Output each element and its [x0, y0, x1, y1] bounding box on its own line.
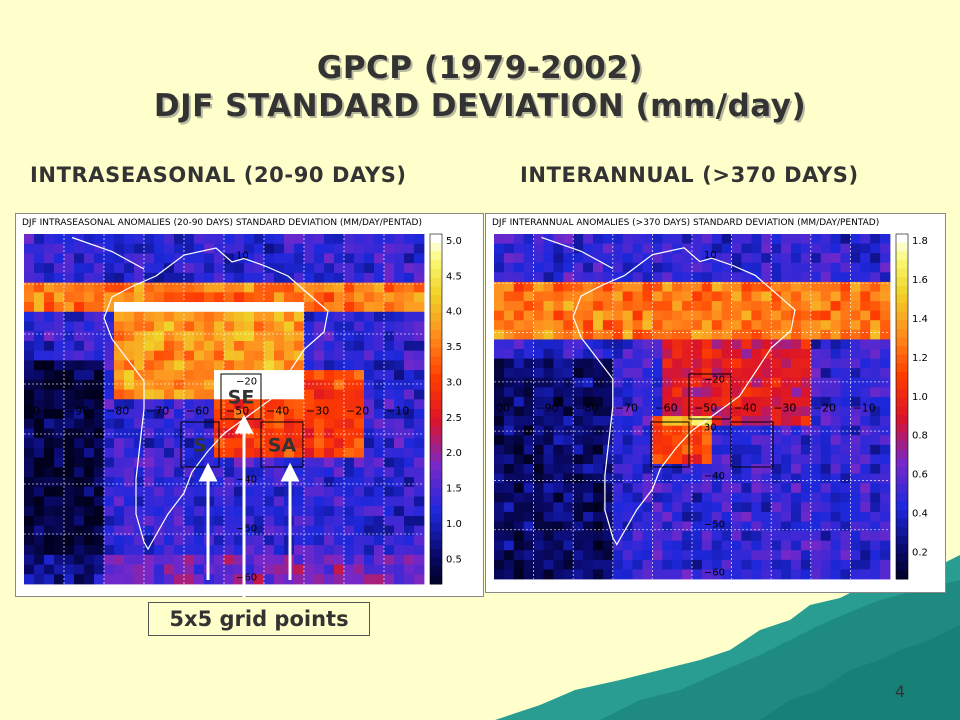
right-lat-label: −50: [704, 519, 725, 530]
right-lat-labels: 10 −20 30 −40 −50 −60: [704, 250, 725, 578]
right-lon-label: −30: [773, 402, 796, 415]
left-colorbar-tick: 5.0: [446, 236, 462, 247]
intraseasonal-map: 00 −90 −80 −70 −60 −50 −40 −30 −20 −10 10 −20 30 −40 −…: [24, 233, 462, 585]
left-colorbar: 5.0 4.5 4.0 3.5 3.0 2.5 2.0 1.5 1.0 0.5: [429, 233, 462, 585]
left-colorbar-tick: 4.5: [446, 271, 462, 282]
right-colorbar-tick: 0.2: [912, 548, 928, 559]
right-lon-label: −80: [575, 402, 598, 415]
left-coastline: [103, 247, 329, 551]
right-lat-label: −40: [704, 471, 725, 482]
left-lon-label: −90: [66, 404, 89, 417]
left-lon-label: −10: [386, 404, 409, 417]
right-lon-label: −10: [852, 402, 875, 415]
title-line-2: DJF STANDARD DEVIATION (mm/day): [153, 88, 807, 124]
right-lat-label: −20: [704, 374, 725, 385]
left-colorbar-tick: 2.0: [446, 448, 462, 459]
region-label: SA: [268, 435, 297, 457]
right-lon-label: −50: [694, 402, 717, 415]
region-label: SE: [228, 387, 255, 409]
page-number: 4: [894, 682, 905, 701]
right-heatmap-cells: [494, 234, 891, 580]
left-heatmap-cells: [24, 234, 425, 585]
grid-points-label: 5x5 grid points: [148, 602, 370, 636]
left-lat-label: −20: [236, 377, 257, 388]
right-colorbar-tick: 1.4: [912, 314, 928, 325]
left-lon-label: −80: [106, 404, 129, 417]
right-lon-label: −40: [734, 402, 757, 415]
right-central-america-coast: [541, 236, 614, 270]
right-lon-label: −20: [813, 402, 836, 415]
right-colorbar-tick: 0.6: [912, 470, 928, 481]
left-colorbar-tick: 2.5: [446, 413, 462, 424]
left-lat-label: −60: [236, 573, 257, 584]
title-line-1: GPCP (1979-2002): [316, 50, 644, 86]
right-map-header: DJF INTERANNUAL ANOMALIES (>370 DAYS) ST…: [492, 218, 880, 228]
left-lon-labels: 00 −90 −80 −70 −60 −50 −40 −30 −20 −10: [26, 404, 409, 417]
right-lon-labels: 00 −90 −80 −70 −60 −50 −40 −30 −20 −10: [496, 402, 876, 415]
right-lon-label: −70: [615, 402, 638, 415]
interannual-map: 00 −90 −80 −70 −60 −50 −40 −30 −20 −10 10 −20 30 −40 −…: [494, 233, 928, 580]
left-lat-label: −50: [236, 524, 257, 535]
right-colorbar-tick: 1.6: [912, 275, 928, 286]
right-colorbar-tick: 1.8: [912, 236, 928, 247]
left-lat-label: −40: [236, 475, 257, 486]
left-lat-label: 30: [236, 426, 249, 437]
right-coastline: [572, 247, 796, 546]
right-colorbar-tick: 0.8: [912, 431, 928, 442]
left-lon-label: −40: [266, 404, 289, 417]
right-lon-label: 00: [496, 402, 510, 415]
interannual-map-panel: 00 −90 −80 −70 −60 −50 −40 −30 −20 −10 10 −20 30 −40 −…: [485, 213, 946, 593]
right-region-boxes: [650, 373, 774, 468]
right-lat-label: 30: [704, 423, 717, 434]
right-colorbar-tick: 1.0: [912, 392, 928, 403]
right-subtitle: INTERANNUAL (>370 DAYS): [520, 163, 859, 187]
left-colorbar-tick: 4.0: [446, 307, 462, 318]
right-colorbar-tick: 0.4: [912, 509, 928, 520]
right-lon-label: −90: [536, 402, 559, 415]
left-colorbar-tick: 1.0: [446, 519, 462, 530]
left-colorbar-tick: 3.0: [446, 377, 462, 388]
right-grid-lines: [494, 234, 890, 579]
right-lon-label: −60: [654, 402, 677, 415]
left-colorbar-tick: 0.5: [446, 554, 462, 565]
left-lon-label: −20: [346, 404, 369, 417]
left-colorbar-tick: 1.5: [446, 484, 462, 495]
left-lon-label: −60: [186, 404, 209, 417]
left-subtitle: INTRASEASONAL (20-90 DAYS): [30, 163, 407, 187]
left-lat-label: 10: [236, 251, 249, 262]
left-lon-label: −30: [306, 404, 329, 417]
region-label: S: [193, 435, 207, 457]
right-lat-label: 10: [704, 250, 717, 261]
right-colorbar: 1.8 1.6 1.4 1.2 1.0 0.8 0.6 0.4 0.2: [895, 233, 928, 580]
left-lon-label: −70: [146, 404, 169, 417]
left-lon-label: 00: [26, 404, 40, 417]
right-lat-label: −60: [704, 568, 725, 579]
intraseasonal-map-panel: 00 −90 −80 −70 −60 −50 −40 −30 −20 −10 10 −20 30 −40 −…: [15, 213, 484, 597]
left-map-header: DJF INTRASEASONAL ANOMALIES (20-90 DAYS)…: [22, 218, 422, 228]
left-lon-label: −50: [226, 404, 249, 417]
right-colorbar-tick: 1.2: [912, 353, 928, 364]
left-central-america-coast: [71, 236, 145, 270]
left-colorbar-tick: 3.5: [446, 342, 462, 353]
